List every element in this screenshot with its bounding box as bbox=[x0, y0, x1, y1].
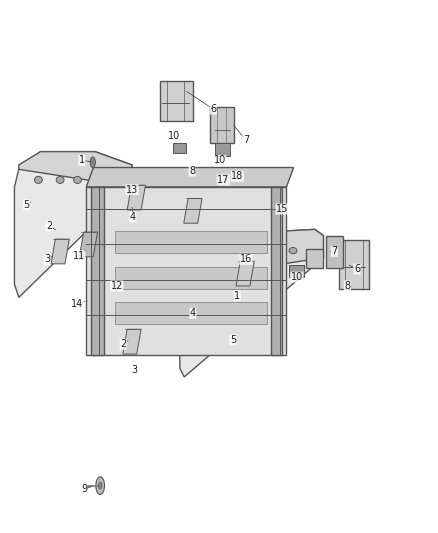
Ellipse shape bbox=[204, 247, 212, 254]
Text: 5: 5 bbox=[230, 335, 236, 345]
Text: 12: 12 bbox=[110, 281, 123, 291]
Polygon shape bbox=[173, 143, 186, 154]
Text: 2: 2 bbox=[46, 221, 53, 231]
Text: 1: 1 bbox=[79, 156, 85, 165]
Ellipse shape bbox=[35, 176, 42, 183]
Ellipse shape bbox=[91, 176, 99, 183]
Polygon shape bbox=[79, 232, 98, 257]
Polygon shape bbox=[51, 239, 69, 264]
Circle shape bbox=[90, 157, 95, 167]
Polygon shape bbox=[271, 187, 282, 355]
Text: 17: 17 bbox=[217, 175, 230, 185]
Text: 9: 9 bbox=[81, 484, 87, 494]
Text: 6: 6 bbox=[354, 264, 360, 274]
Polygon shape bbox=[123, 329, 141, 354]
Ellipse shape bbox=[248, 247, 255, 254]
Polygon shape bbox=[339, 240, 369, 288]
Ellipse shape bbox=[74, 176, 81, 183]
Text: 8: 8 bbox=[189, 166, 195, 176]
Circle shape bbox=[96, 477, 105, 495]
Polygon shape bbox=[115, 266, 267, 288]
Polygon shape bbox=[210, 108, 234, 143]
Polygon shape bbox=[180, 229, 323, 377]
Ellipse shape bbox=[56, 176, 64, 183]
Text: 2: 2 bbox=[120, 340, 127, 349]
Polygon shape bbox=[91, 187, 104, 355]
Ellipse shape bbox=[109, 176, 116, 183]
Polygon shape bbox=[180, 229, 323, 280]
Text: 7: 7 bbox=[331, 246, 337, 256]
Ellipse shape bbox=[269, 247, 277, 254]
Text: 14: 14 bbox=[71, 300, 84, 310]
Text: 5: 5 bbox=[24, 200, 30, 209]
Polygon shape bbox=[14, 151, 132, 297]
Text: 8: 8 bbox=[344, 281, 350, 291]
Text: 4: 4 bbox=[190, 308, 196, 318]
Polygon shape bbox=[86, 167, 293, 187]
Text: 10: 10 bbox=[168, 131, 180, 141]
Text: 7: 7 bbox=[243, 135, 249, 145]
Text: 10: 10 bbox=[291, 272, 303, 282]
Ellipse shape bbox=[226, 247, 234, 254]
Polygon shape bbox=[289, 265, 304, 277]
Polygon shape bbox=[184, 198, 202, 223]
Polygon shape bbox=[86, 187, 286, 355]
Polygon shape bbox=[127, 185, 145, 210]
Text: 1: 1 bbox=[234, 290, 240, 301]
Text: 3: 3 bbox=[131, 365, 137, 375]
Polygon shape bbox=[215, 143, 230, 156]
Polygon shape bbox=[306, 249, 323, 268]
Text: 10: 10 bbox=[214, 156, 226, 165]
Text: 13: 13 bbox=[126, 184, 138, 195]
Circle shape bbox=[99, 482, 102, 489]
Polygon shape bbox=[115, 302, 267, 324]
Text: 11: 11 bbox=[73, 251, 85, 261]
Polygon shape bbox=[19, 151, 132, 187]
Polygon shape bbox=[325, 236, 343, 268]
Polygon shape bbox=[160, 81, 193, 120]
Text: 4: 4 bbox=[130, 212, 136, 222]
Text: 3: 3 bbox=[44, 254, 50, 264]
Text: 6: 6 bbox=[210, 104, 216, 114]
Text: 16: 16 bbox=[240, 254, 252, 264]
Ellipse shape bbox=[289, 247, 297, 254]
Text: 15: 15 bbox=[276, 204, 288, 214]
Polygon shape bbox=[115, 231, 267, 253]
Text: 18: 18 bbox=[231, 172, 244, 181]
Polygon shape bbox=[236, 261, 254, 286]
